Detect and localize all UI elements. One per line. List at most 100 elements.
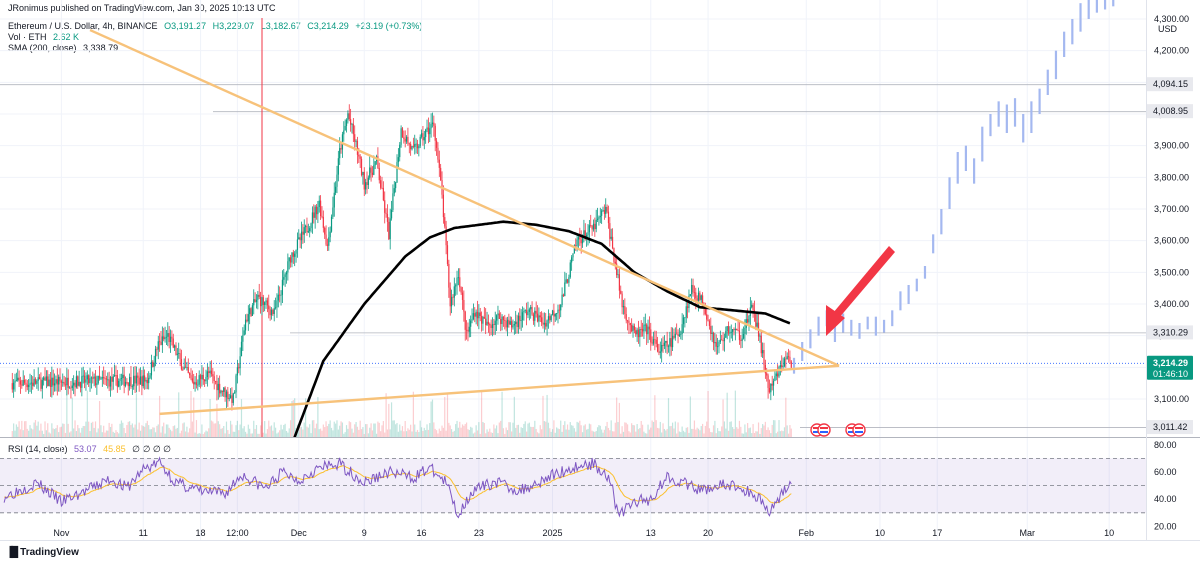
candle-body [160, 342, 162, 345]
candle-body [652, 339, 655, 344]
candle-body [614, 261, 616, 264]
candle-body [201, 374, 203, 380]
candle-body [403, 137, 405, 139]
volume-bar [722, 399, 724, 437]
candle-body [550, 315, 552, 321]
price-tick-label: 4,300.00 [1154, 14, 1189, 24]
candle-body [213, 376, 215, 381]
volume-bar [184, 431, 187, 437]
candle-body [666, 340, 668, 347]
volume-bar [695, 429, 697, 437]
rsi-axis[interactable]: 20.00 40.00 60.00 80.00 [1154, 440, 1177, 532]
candle-body [606, 206, 608, 212]
time-axis[interactable]: Nov 11 18 12:00 Dec 9 16 23 2025 13 20 Feb 10 17 Mar 10 [53, 528, 1114, 538]
candle-body [590, 225, 592, 227]
volume-bar [201, 424, 203, 437]
volume-bar [618, 402, 620, 437]
candle-body [251, 305, 253, 316]
volume-bar [715, 433, 717, 437]
volume-bar [178, 392, 180, 437]
volume-bar [416, 429, 419, 437]
candle-body [602, 209, 604, 211]
candle-body [639, 329, 641, 338]
candle-body [86, 375, 88, 380]
candle-body [198, 375, 200, 385]
volume-bar [350, 422, 352, 437]
volume-bar [650, 427, 652, 437]
volume-bar [306, 426, 308, 437]
candle-body [305, 225, 307, 228]
us-flag-icon[interactable] [852, 423, 866, 437]
candle-body [513, 324, 515, 326]
volume-bar [459, 421, 461, 437]
candle-body [134, 375, 136, 384]
candle-body [240, 341, 243, 357]
volume-bar [575, 431, 577, 437]
candle-body [310, 223, 312, 229]
volume-line[interactable]: Vol · ETH 2.62 K [8, 32, 83, 42]
candle-body [105, 378, 108, 380]
candle-body [68, 387, 71, 389]
volume-bar [691, 428, 693, 437]
volume-bar [183, 422, 185, 437]
candle-body [425, 129, 427, 138]
candle-body [707, 319, 709, 322]
volume-bar [231, 424, 233, 437]
candle-body [635, 330, 637, 335]
volume-bar [569, 422, 571, 437]
candle-body [197, 384, 199, 386]
us-flag-icon[interactable] [817, 423, 831, 437]
tradingview-logo[interactable]: ▐█ TradingView [6, 547, 79, 558]
volume-bar [430, 401, 432, 437]
price-axis[interactable]: 3,100.003,200.003,300.003,400.003,500.00… [1154, 14, 1189, 404]
candle-body [382, 187, 384, 201]
candle-body [109, 377, 112, 387]
volume-bar [528, 422, 530, 437]
volume-bar [240, 399, 243, 437]
candle-body [318, 200, 320, 208]
candle-body [303, 227, 305, 235]
volume-bar [464, 424, 466, 437]
price-level-badge [1147, 77, 1193, 92]
volume-bar [586, 429, 588, 437]
volume-bar [14, 430, 16, 437]
volume-bar [474, 432, 476, 437]
candle-body [246, 319, 248, 322]
volume-bar [558, 429, 560, 437]
candle-body [748, 316, 750, 323]
candle-body [322, 216, 324, 228]
volume-bar [756, 431, 758, 437]
sma-line[interactable]: SMA (200, close) 3,338.79 [8, 43, 122, 53]
current-price-label: 3,214.29 [1153, 358, 1188, 368]
volume-bar [341, 422, 344, 437]
candle-body [191, 378, 193, 382]
time-tick-label: 13 [646, 528, 656, 538]
candle-body [751, 304, 753, 308]
price-tick-label: 3,100.00 [1154, 394, 1189, 404]
candle-body [281, 279, 284, 295]
volume-bar [239, 424, 241, 437]
volume-bar [152, 427, 154, 437]
candle-body [568, 277, 570, 283]
volume-bar [123, 427, 125, 437]
volume-bar [669, 426, 671, 437]
triangle-trendlines[interactable] [89, 28, 840, 416]
volume-bar [460, 427, 462, 437]
volume-bar [711, 432, 713, 437]
rsi-legend[interactable]: RSI (14, close) 53.07 45.85 ∅ ∅ ∅ ∅ [8, 444, 175, 455]
candle-body [611, 236, 614, 249]
candle-body [94, 376, 97, 386]
us-flag-event-icons[interactable] [810, 423, 866, 437]
volume-bar [21, 420, 23, 437]
volume-bar [160, 432, 162, 437]
candle-body [755, 313, 757, 327]
volume-bar [153, 427, 155, 437]
candle-body [738, 330, 741, 341]
volume-bar [455, 424, 457, 437]
volume-bar [209, 398, 211, 437]
volume-bar [287, 432, 289, 437]
candle-body [100, 378, 102, 380]
volume-bar [101, 432, 103, 437]
volume-bar [220, 428, 222, 437]
